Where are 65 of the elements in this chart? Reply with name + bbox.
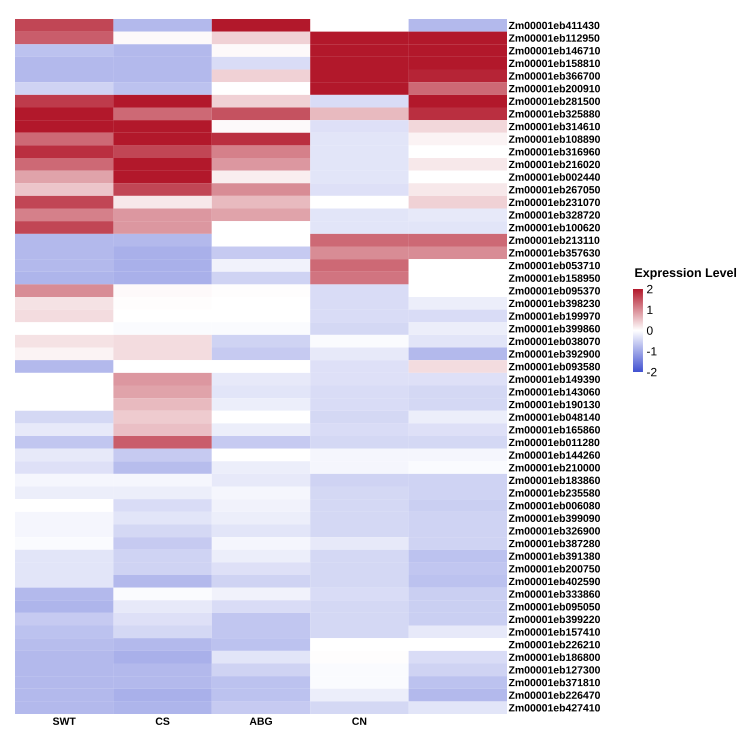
y-tick-label: Zm00001eb231070 — [508, 198, 600, 206]
y-tick-label: Zm00001eb391380 — [508, 552, 600, 560]
y-tick-label: Zm00001eb333860 — [508, 590, 600, 598]
x-tick-label: SWT — [52, 718, 76, 725]
x-tick-label: CS — [156, 718, 170, 725]
y-tick-label: Zm00001eb100620 — [508, 224, 600, 232]
y-tick-label: Zm00001eb316960 — [508, 148, 600, 156]
y-tick-label: Zm00001eb399220 — [508, 615, 600, 624]
y-tick-label: Zm00001eb411430 — [508, 21, 600, 30]
y-tick-label: Zm00001eb186800 — [508, 653, 600, 661]
y-tick-label: Zm00001eb038070 — [508, 337, 600, 346]
y-tick-label: Zm00001eb213110 — [508, 236, 600, 244]
y-tick-label: Zm00001eb328720 — [508, 211, 600, 219]
x-tick-label: ABG — [250, 718, 272, 725]
y-tick-label: Zm00001eb002440 — [508, 173, 600, 181]
y-tick-label: Zm00001eb199970 — [508, 312, 600, 320]
y-tick-label: Zm00001eb149390 — [508, 375, 600, 383]
y-tick-label: Zm00001eb267050 — [508, 186, 600, 194]
y-tick-label: Zm00001eb210000 — [508, 464, 600, 472]
y-tick-label: Zm00001eb326900 — [508, 526, 600, 535]
y-tick-label: Zm00001eb200910 — [508, 84, 600, 92]
y-tick-label: Zm00001eb366700 — [508, 72, 600, 80]
y-tick-label: Zm00001eb157410 — [508, 628, 600, 636]
y-tick-label: Zm00001eb226210 — [508, 640, 600, 648]
y-tick-label: Zm00001eb095370 — [508, 286, 600, 295]
y-tick-label: Zm00001eb387280 — [508, 540, 600, 548]
color-bar-label: 0 — [646, 326, 653, 335]
color-bar-label: 2 — [647, 284, 653, 294]
y-tick-label: Zm00001eb158810 — [508, 59, 600, 68]
y-tick-label: Zm00001eb095050 — [508, 602, 600, 610]
y-tick-label: Zm00001eb053710 — [508, 262, 600, 270]
y-tick-label: Zm00001eb281500 — [508, 97, 600, 105]
y-tick-label: Zm00001eb371810 — [508, 678, 600, 686]
y-tick-label: Zm00001eb011280 — [508, 438, 600, 446]
y-tick-label: Zm00001eb127300 — [508, 666, 600, 674]
y-tick-label: Zm00001eb183860 — [508, 476, 600, 484]
y-tick-label: Zm00001eb392900 — [508, 350, 600, 358]
y-tick-label: Zm00001eb399090 — [508, 514, 600, 522]
color-bar-label: -2 — [647, 368, 657, 376]
y-tick-label: Zm00001eb146710 — [508, 46, 600, 54]
y-tick-label: Zm00001eb216020 — [508, 160, 600, 168]
y-tick-label: Zm00001eb158950 — [508, 274, 600, 282]
color-bar-label: -1 — [647, 347, 657, 356]
x-tick-label: CN — [352, 718, 366, 725]
y-tick-label: Zm00001eb048140 — [508, 413, 600, 421]
color-bar-label: 1 — [647, 306, 653, 314]
y-tick-label: Zm00001eb357630 — [508, 248, 600, 257]
color-bar-title: Expression Level — [635, 268, 736, 280]
y-tick-label: Zm00001eb427410 — [508, 704, 600, 712]
y-tick-label: Zm00001eb226470 — [508, 691, 600, 699]
y-tick-label: Zm00001eb112950 — [508, 34, 600, 42]
y-tick-label: Zm00001eb314610 — [508, 122, 600, 130]
y-tick-label: Zm00001eb399860 — [508, 324, 600, 332]
y-tick-label: Zm00001eb144260 — [508, 451, 600, 459]
y-tick-label: Zm00001eb006080 — [508, 502, 600, 510]
y-tick-label: Zm00001eb143060 — [508, 388, 600, 396]
y-tick-label: Zm00001eb402590 — [508, 577, 600, 586]
y-tick-label: Zm00001eb165860 — [508, 426, 600, 434]
y-tick-label: Zm00001eb325880 — [508, 110, 600, 118]
y-tick-label: Zm00001eb398230 — [508, 299, 600, 308]
y-tick-label: Zm00001eb200750 — [508, 564, 600, 573]
y-tick-label: Zm00001eb235580 — [508, 489, 600, 497]
y-tick-label: Zm00001eb108890 — [508, 135, 600, 143]
y-tick-label: Zm00001eb190130 — [508, 400, 600, 408]
y-tick-label: Zm00001eb093580 — [508, 362, 600, 370]
